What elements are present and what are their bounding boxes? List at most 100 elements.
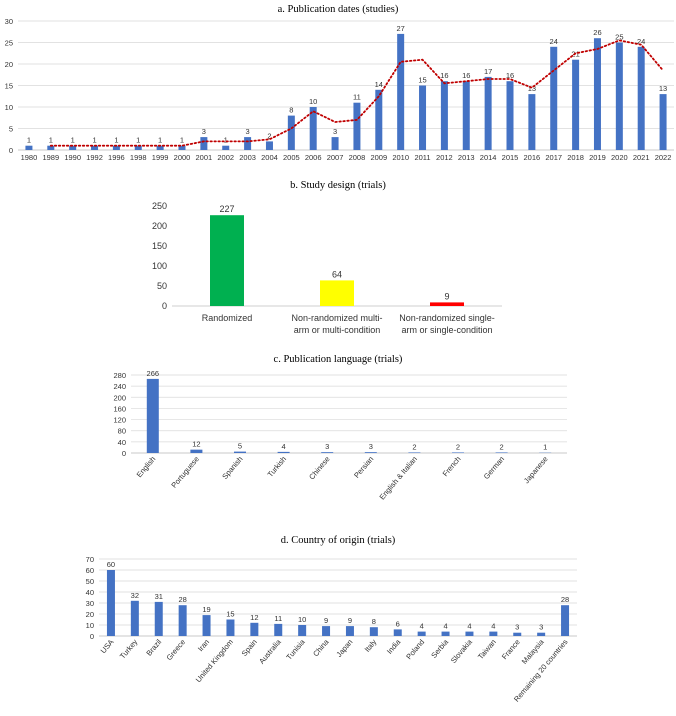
- x-tick-label: 2019: [589, 153, 606, 162]
- y-tick-label: 0: [9, 146, 13, 155]
- bar: [320, 280, 354, 306]
- x-tick-label: English: [135, 455, 158, 480]
- bar: [154, 601, 163, 636]
- bar: [441, 631, 450, 636]
- data-label: 31: [155, 592, 163, 601]
- x-tick-label: Poland: [404, 638, 426, 662]
- x-tick-label: Greece: [164, 638, 187, 663]
- x-tick-label: Spain: [240, 638, 259, 658]
- data-label: 1: [71, 136, 75, 145]
- data-label: 13: [528, 84, 536, 93]
- bar: [134, 145, 142, 150]
- data-label: 10: [298, 615, 306, 624]
- data-label: 64: [332, 269, 342, 279]
- data-label: 24: [637, 37, 645, 46]
- x-tick-label: 2009: [370, 153, 387, 162]
- data-label: 4: [282, 442, 286, 451]
- bar: [210, 215, 244, 306]
- bar: [513, 632, 522, 636]
- figure-d: d. Country of origin (trials) 0 10 20 30 40 5…: [0, 524, 676, 716]
- chart-publication-dates: a. Publication dates (studies) 051015202…: [5, 4, 674, 162]
- x-tick-label: Persian: [352, 455, 375, 480]
- bar: [419, 85, 427, 150]
- data-label: 4: [420, 622, 424, 631]
- data-label: 1: [136, 136, 140, 145]
- data-label: 1: [224, 136, 228, 145]
- x-tick-label: 2020: [611, 153, 628, 162]
- x-tick-label: 2002: [217, 153, 234, 162]
- x-tick-label: English & Italian: [377, 455, 418, 502]
- bar: [375, 89, 383, 150]
- data-label: 5: [238, 442, 242, 451]
- y-tick-label: 40: [86, 588, 94, 597]
- x-tick-label: Japan: [334, 638, 354, 659]
- bar: [309, 107, 317, 150]
- data-label: 15: [418, 76, 426, 85]
- data-label: 3: [246, 127, 250, 136]
- y-tick-label: 20: [5, 60, 13, 69]
- chart-publication-language: c. Publication language (trials) 0408012…: [113, 354, 567, 502]
- y-tick-label: 120: [113, 416, 126, 425]
- x-tick-label: Slovakia: [449, 637, 475, 665]
- y-tick-label: 0: [162, 301, 167, 311]
- bar: [369, 627, 378, 636]
- x-tick-label: 2006: [305, 153, 322, 162]
- y-tick-label: 80: [118, 427, 126, 436]
- x-tick-label: Chinese: [307, 455, 332, 482]
- bar: [506, 81, 514, 150]
- x-tick-label: 2021: [633, 153, 650, 162]
- bar: [277, 451, 290, 453]
- y-tick-label: 150: [152, 241, 167, 251]
- bar: [112, 145, 120, 150]
- bar: [465, 631, 474, 636]
- bar: [550, 46, 558, 150]
- bar: [222, 145, 230, 150]
- bar: [200, 137, 208, 150]
- x-tick-label: 1980: [21, 153, 38, 162]
- data-label: 17: [484, 67, 492, 76]
- figure-b: b. Study design (trials) 0 50 100 150 200 250…: [0, 176, 676, 348]
- bar: [25, 145, 33, 150]
- chart-title: d. Country of origin (trials): [281, 535, 396, 546]
- data-label: 1: [543, 443, 547, 452]
- x-tick-label: France: [500, 638, 522, 662]
- bar: [561, 605, 570, 636]
- data-label: 3: [325, 442, 329, 451]
- x-tick-label: 2010: [392, 153, 409, 162]
- bar: [190, 449, 203, 453]
- data-label: 8: [372, 617, 376, 626]
- x-tick-label: 2022: [655, 153, 672, 162]
- data-label: 9: [324, 616, 328, 625]
- x-tick-label: 2016: [524, 153, 541, 162]
- data-label: 266: [147, 369, 160, 378]
- x-tick-label: 1996: [108, 153, 125, 162]
- x-tick-label: 1992: [86, 153, 103, 162]
- data-label: 6: [396, 619, 400, 628]
- data-label: 32: [131, 591, 139, 600]
- x-tick-label: Turkish: [266, 455, 289, 479]
- x-tick-label: 2004: [261, 153, 278, 162]
- bar: [69, 145, 77, 150]
- bar: [417, 631, 426, 636]
- bar: [440, 81, 448, 150]
- chart-study-design: b. Study design (trials) 0 50 100 150 200 250…: [152, 180, 502, 335]
- bar: [130, 600, 139, 636]
- x-tick-label: 1989: [42, 153, 59, 162]
- bar: [226, 619, 235, 636]
- x-tick-label: 2012: [436, 153, 453, 162]
- bar: [234, 451, 246, 453]
- bar: [397, 33, 405, 150]
- data-label: 27: [396, 24, 404, 33]
- bar: [528, 94, 536, 150]
- y-tick-label: 70: [86, 555, 94, 564]
- data-label: 10: [309, 97, 317, 106]
- figure-a: a. Publication dates (studies) 0 5 10 15 20 2…: [0, 0, 676, 176]
- data-label: 16: [462, 71, 470, 80]
- data-label: 25: [615, 33, 623, 42]
- bar: [615, 42, 623, 150]
- y-tick-label: 60: [86, 566, 94, 575]
- y-tick-label: 50: [86, 577, 94, 586]
- bar: [495, 452, 508, 453]
- y-tick-label: 30: [86, 599, 94, 608]
- bar: [156, 145, 164, 150]
